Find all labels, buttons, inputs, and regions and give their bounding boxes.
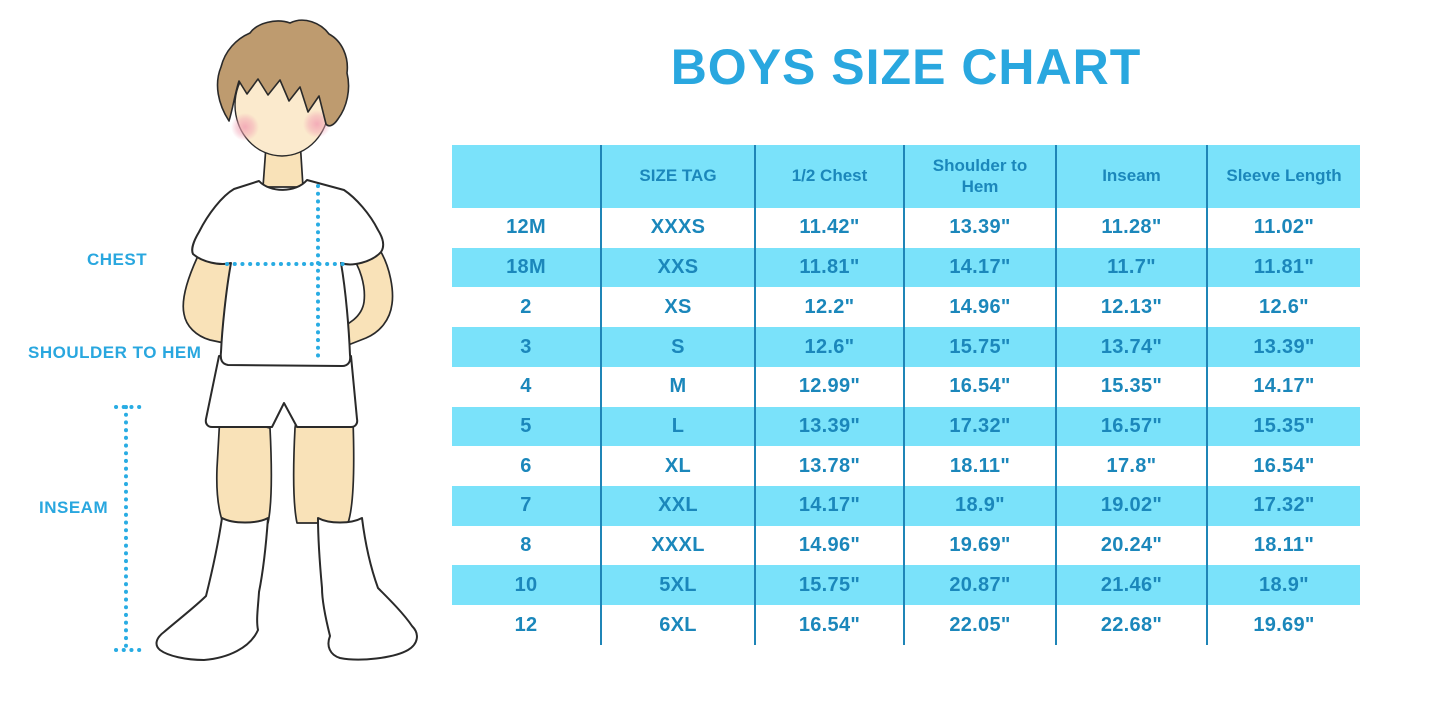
- measurement-cell: 12.13": [1057, 287, 1208, 328]
- measurement-cell: 15.75": [905, 327, 1057, 367]
- measurement-cell: 21.46": [1057, 565, 1208, 606]
- hair: [216, 19, 350, 127]
- measurement-cell: XXXL: [602, 525, 756, 566]
- measurement-cell: 18.9": [905, 486, 1057, 526]
- measurement-cell: 11.7": [1057, 247, 1208, 288]
- size-cell: 4: [452, 366, 602, 407]
- measurement-cell: 12.6": [756, 327, 905, 367]
- measurement-cell: 16.54": [756, 605, 905, 645]
- measurement-cell: 17.8": [1057, 446, 1208, 487]
- chest-label: CHEST: [87, 250, 148, 269]
- measurement-cell: XXL: [602, 486, 756, 526]
- measurement-cell: 20.24": [1057, 525, 1208, 566]
- measurement-cell: 15.35": [1057, 366, 1208, 407]
- shoulder-to-hem-label: SHOULDER TO HEM: [28, 343, 202, 362]
- measurement-cell: 22.68": [1057, 605, 1208, 645]
- measurement-cell: 19.69": [1208, 605, 1360, 645]
- column-header-size: [452, 145, 602, 208]
- size-cell: 8: [452, 525, 602, 566]
- measurement-cell: 17.32": [905, 406, 1057, 447]
- measurement-cell: 15.75": [756, 565, 905, 606]
- size-cell: 18M: [452, 247, 602, 288]
- size-cell: 2: [452, 287, 602, 328]
- measurement-cell: 13.39": [756, 406, 905, 447]
- measurement-cell: 13.39": [905, 208, 1057, 248]
- right-sock: [317, 517, 418, 661]
- size-cell: 12: [452, 605, 602, 645]
- column-header-shoulder-to-hem: Shoulder to Hem: [905, 145, 1057, 208]
- measurement-cell: 6XL: [602, 605, 756, 645]
- t-shirt: [191, 179, 385, 367]
- size-cell: 10: [452, 565, 602, 606]
- column-header-1-2-chest: 1/2 Chest: [756, 145, 905, 208]
- measurement-cell: 14.17": [905, 247, 1057, 288]
- measurement-cell: 18.11": [905, 446, 1057, 487]
- size-cell: 12M: [452, 208, 602, 248]
- measurement-cell: 13.39": [1208, 327, 1360, 367]
- page-title: BOYS SIZE CHART: [670, 39, 1142, 95]
- measurement-cell: XL: [602, 446, 756, 487]
- measurement-cell: 12.2": [756, 287, 905, 328]
- measurement-cell: 5XL: [602, 565, 756, 606]
- measurement-cell: 13.78": [756, 446, 905, 487]
- right-leg: [292, 414, 355, 524]
- size-cell: 3: [452, 327, 602, 367]
- measurement-cell: 15.35": [1208, 406, 1360, 447]
- measurement-cell: 11.81": [756, 247, 905, 288]
- size-cell: 5: [452, 406, 602, 447]
- measurement-cell: 14.96": [756, 525, 905, 566]
- measurement-cell: 14.17": [1208, 366, 1360, 407]
- measurement-cell: 11.81": [1208, 247, 1360, 288]
- shorts: [204, 355, 359, 428]
- measurement-cell: XXS: [602, 247, 756, 288]
- measurement-cell: 11.42": [756, 208, 905, 248]
- measurement-cell: 16.54": [1208, 446, 1360, 487]
- measurement-cell: 16.54": [905, 366, 1057, 407]
- measurement-cell: 14.17": [756, 486, 905, 526]
- measurement-cell: 19.69": [905, 525, 1057, 566]
- size-table: SIZE TAG 1/2 Chest Shoulder to Hem Inseam Sl…: [452, 145, 1360, 645]
- measurement-cell: XXXS: [602, 208, 756, 248]
- measurement-cell: 17.32": [1208, 486, 1360, 526]
- measurement-cell: S: [602, 327, 756, 367]
- measurement-cell: XS: [602, 287, 756, 328]
- column-header-size-tag: SIZE TAG: [602, 145, 756, 208]
- left-sock: [155, 517, 269, 661]
- measurement-cell: 22.05": [905, 605, 1057, 645]
- measurement-cell: 14.96": [905, 287, 1057, 328]
- left-cheek: [231, 113, 259, 141]
- measurement-cell: 11.28": [1057, 208, 1208, 248]
- left-leg: [215, 414, 273, 524]
- size-cell: 7: [452, 486, 602, 526]
- measurement-cell: 20.87": [905, 565, 1057, 606]
- boy-figure-illustration: CHEST SHOULDER TO HEM INSEAM: [0, 0, 450, 723]
- measurement-cell: 18.11": [1208, 525, 1360, 566]
- measurement-cell: 12.6": [1208, 287, 1360, 328]
- size-cell: 6: [452, 446, 602, 487]
- measurement-cell: 13.74": [1057, 327, 1208, 367]
- column-header-sleeve-length: Sleeve Length: [1208, 145, 1360, 208]
- measurement-cell: 18.9": [1208, 565, 1360, 606]
- column-header-inseam: Inseam: [1057, 145, 1208, 208]
- boy-figure-svg: [114, 19, 418, 661]
- measurement-cell: L: [602, 406, 756, 447]
- measurement-cell: 19.02": [1057, 486, 1208, 526]
- measurement-cell: 11.02": [1208, 208, 1360, 248]
- measurement-cell: M: [602, 366, 756, 407]
- measurement-cell: 16.57": [1057, 406, 1208, 447]
- measurement-cell: 12.99": [756, 366, 905, 407]
- inseam-label: INSEAM: [39, 498, 109, 517]
